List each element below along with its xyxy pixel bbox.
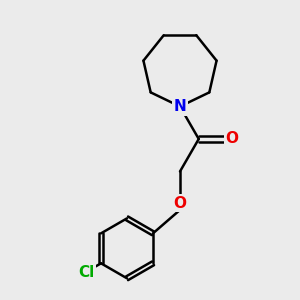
Text: N: N bbox=[174, 99, 186, 114]
Text: O: O bbox=[173, 196, 187, 211]
Text: Cl: Cl bbox=[78, 265, 94, 280]
Text: O: O bbox=[225, 131, 238, 146]
